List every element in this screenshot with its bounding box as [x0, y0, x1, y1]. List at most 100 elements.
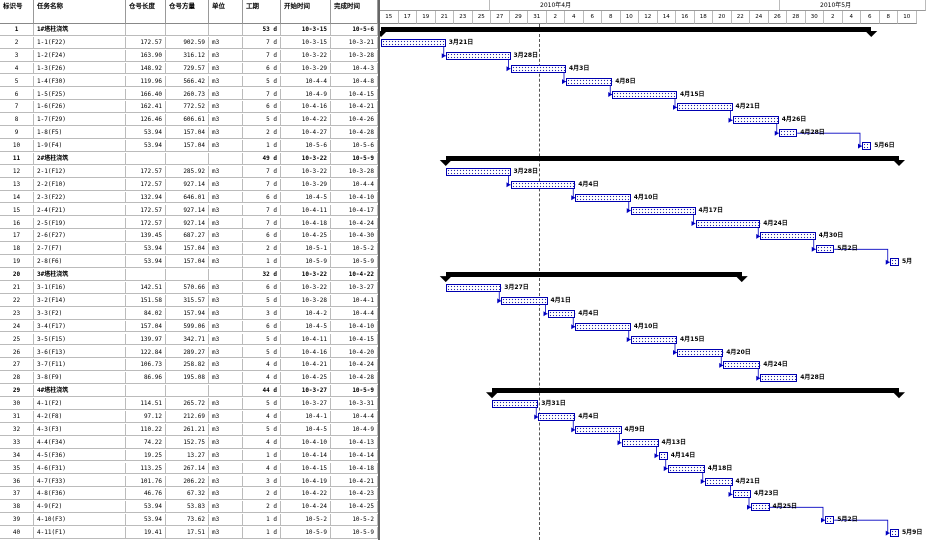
task-unit[interactable]: m3: [209, 49, 243, 61]
col-header-name[interactable]: 任务名称: [34, 0, 126, 24]
task-start[interactable]: 10-4-22: [281, 488, 331, 500]
task-duration[interactable]: 5 d: [243, 423, 281, 435]
task-id[interactable]: 40: [0, 527, 34, 538]
task-end[interactable]: 10-3-21: [331, 36, 378, 48]
task-bar[interactable]: [510, 180, 576, 189]
summary-task-row[interactable]: 29 4#塔柱浇筑 44 d 10-3-27 10-5-9: [0, 385, 378, 397]
task-row[interactable]: 22 3-2(F14) 151.58 315.57 m3 5 d 10-3-28 10-4-1: [0, 294, 378, 307]
task-length[interactable]: 172.57: [126, 178, 166, 190]
task-bar[interactable]: [695, 219, 761, 228]
task-bar[interactable]: [658, 451, 668, 460]
task-row[interactable]: 18 2-7(F7) 53.94 157.04 m3 2 d 10-5-1 10-5-2: [0, 243, 378, 256]
task-end[interactable]: 10-5-2: [331, 514, 378, 525]
task-volume[interactable]: 315.57: [166, 294, 209, 306]
task-volume[interactable]: [166, 269, 209, 280]
task-id[interactable]: 5: [0, 75, 34, 87]
task-row[interactable]: 14 2-3(F22) 132.94 646.01 m3 6 d 10-4-5 10-4-10: [0, 191, 378, 204]
task-length[interactable]: 46.76: [126, 488, 166, 500]
task-end[interactable]: 10-3-28: [331, 49, 378, 61]
task-duration[interactable]: 1 d: [243, 514, 281, 525]
task-unit[interactable]: m3: [209, 411, 243, 422]
task-start[interactable]: 10-4-22: [281, 114, 331, 126]
task-volume[interactable]: 195.08: [166, 372, 209, 384]
task-start[interactable]: 10-4-5: [281, 191, 331, 203]
task-bar[interactable]: [677, 348, 724, 357]
task-unit[interactable]: m3: [209, 217, 243, 229]
task-row[interactable]: 27 3-7(F11) 106.73 258.82 m3 4 d 10-4-21 10-4-2…: [0, 359, 378, 372]
task-row[interactable]: 7 1-6(F26) 162.41 772.52 m3 6 d 10-4-16 10-4-21: [0, 101, 378, 114]
task-duration[interactable]: 2 d: [243, 127, 281, 138]
task-end[interactable]: 10-4-26: [331, 114, 378, 126]
task-end[interactable]: 10-4-13: [331, 436, 378, 448]
task-duration[interactable]: 4 d: [243, 462, 281, 474]
task-bar[interactable]: [815, 245, 835, 254]
task-end[interactable]: 10-4-28: [331, 372, 378, 384]
task-unit[interactable]: m3: [209, 462, 243, 474]
task-length[interactable]: 53.94: [126, 140, 166, 151]
task-name[interactable]: 4-1(F2): [34, 398, 126, 409]
task-start[interactable]: 10-3-15: [281, 24, 331, 35]
task-start[interactable]: 10-3-28: [281, 294, 331, 306]
task-unit[interactable]: m3: [209, 398, 243, 409]
task-unit[interactable]: m3: [209, 527, 243, 538]
task-start[interactable]: 10-3-22: [281, 153, 331, 164]
task-unit[interactable]: m3: [209, 88, 243, 100]
task-bar[interactable]: [630, 206, 696, 215]
task-start[interactable]: 10-4-19: [281, 475, 331, 487]
task-name[interactable]: 3-2(F14): [34, 294, 126, 306]
task-length[interactable]: 172.57: [126, 204, 166, 216]
task-name[interactable]: 1-2(F24): [34, 49, 126, 61]
task-bar[interactable]: [501, 296, 548, 305]
task-row[interactable]: 26 3-6(F13) 122.84 289.27 m3 5 d 10-4-16 10-4-2…: [0, 346, 378, 359]
task-volume[interactable]: 157.04: [166, 243, 209, 255]
task-row[interactable]: 6 1-5(F25) 166.40 260.73 m3 7 d 10-4-9 10-4-15: [0, 88, 378, 101]
task-duration[interactable]: 6 d: [243, 282, 281, 293]
task-name[interactable]: 1-9(F4): [34, 140, 126, 151]
summary-bar[interactable]: [445, 156, 899, 161]
task-id[interactable]: 19: [0, 256, 34, 267]
task-duration[interactable]: 49 d: [243, 153, 281, 164]
task-unit[interactable]: m3: [209, 256, 243, 267]
task-name[interactable]: 3-3(F2): [34, 307, 126, 319]
task-volume[interactable]: 265.72: [166, 398, 209, 409]
task-id[interactable]: 38: [0, 501, 34, 513]
summary-task-row[interactable]: 11 2#塔柱浇筑 49 d 10-3-22 10-5-9: [0, 153, 378, 165]
task-id[interactable]: 17: [0, 230, 34, 242]
task-id[interactable]: 13: [0, 178, 34, 190]
task-row[interactable]: 5 1-4(F30) 119.96 566.42 m3 5 d 10-4-4 10-4-8: [0, 75, 378, 88]
task-volume[interactable]: 902.59: [166, 36, 209, 48]
task-unit[interactable]: m3: [209, 282, 243, 293]
task-unit[interactable]: m3: [209, 372, 243, 384]
task-row[interactable]: 36 4-7(F33) 101.76 206.22 m3 3 d 10-4-19 10-4-2…: [0, 475, 378, 488]
task-volume[interactable]: 13.27: [166, 449, 209, 461]
task-length[interactable]: 119.96: [126, 75, 166, 87]
task-unit[interactable]: m3: [209, 320, 243, 332]
task-length[interactable]: 172.57: [126, 165, 166, 177]
task-row[interactable]: 19 2-8(F6) 53.94 157.04 m3 1 d 10-5-9 10-5-9: [0, 256, 378, 268]
task-volume[interactable]: 157.04: [166, 127, 209, 138]
task-duration[interactable]: 5 d: [243, 114, 281, 126]
task-id[interactable]: 30: [0, 398, 34, 409]
task-id[interactable]: 33: [0, 436, 34, 448]
task-start[interactable]: 10-4-24: [281, 501, 331, 513]
task-start[interactable]: 10-4-25: [281, 372, 331, 384]
task-bar[interactable]: [566, 77, 613, 86]
task-length[interactable]: 163.90: [126, 49, 166, 61]
task-duration[interactable]: 7 d: [243, 217, 281, 229]
task-length[interactable]: 106.73: [126, 359, 166, 371]
pane-divider[interactable]: [378, 0, 380, 540]
task-bar[interactable]: [445, 167, 511, 176]
task-length[interactable]: 19.25: [126, 449, 166, 461]
task-id[interactable]: 12: [0, 165, 34, 177]
task-row[interactable]: 16 2-5(F19) 172.57 927.14 m3 7 d 10-4-18 10-4-2…: [0, 217, 378, 230]
task-start[interactable]: 10-4-18: [281, 217, 331, 229]
task-name[interactable]: 2-4(F21): [34, 204, 126, 216]
task-id[interactable]: 10: [0, 140, 34, 151]
task-name[interactable]: 4-10(F3): [34, 514, 126, 525]
task-start[interactable]: 10-4-9: [281, 88, 331, 100]
task-start[interactable]: 10-3-27: [281, 398, 331, 409]
task-row[interactable]: 25 3-5(F15) 139.97 342.71 m3 5 d 10-4-11 10-4-1…: [0, 333, 378, 346]
task-volume[interactable]: [166, 24, 209, 35]
task-bar[interactable]: [862, 142, 872, 151]
task-volume[interactable]: 646.01: [166, 191, 209, 203]
